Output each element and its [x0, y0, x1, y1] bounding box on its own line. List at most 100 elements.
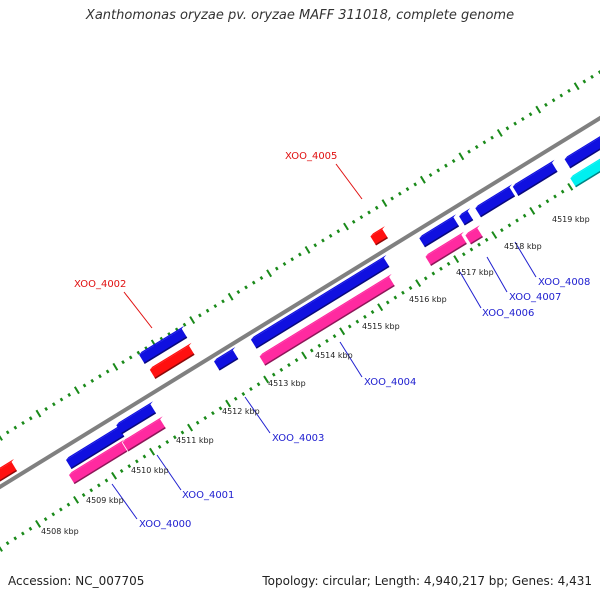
gene-shadow-edge	[464, 218, 474, 226]
gene-shadow-edge	[121, 412, 157, 435]
minor-tick	[251, 280, 256, 285]
minor-tick	[128, 355, 133, 360]
gene-glyph-unnamed[interactable]	[570, 154, 600, 188]
minor-tick	[370, 310, 375, 315]
gene-glyph-xoo-4005[interactable]	[370, 226, 388, 246]
gene-glyph-unnamed[interactable]	[564, 133, 600, 169]
minor-tick	[195, 420, 200, 425]
minor-tick	[544, 102, 548, 107]
gene-glyph-xoo-4000[interactable]	[69, 439, 128, 485]
major-tick	[112, 362, 119, 371]
gene-label-xoo-4006[interactable]: XOO_4006	[482, 308, 534, 319]
gene-glyph-xoo-4002[interactable]	[139, 325, 188, 364]
minor-tick	[446, 261, 451, 266]
gene-label-xoo-4004[interactable]: XOO_4004	[364, 377, 416, 388]
minor-tick	[313, 243, 318, 248]
minor-tick	[477, 242, 481, 247]
minor-tick	[317, 343, 322, 348]
gene-shadow-edge	[264, 284, 395, 366]
major-tick	[453, 255, 460, 264]
gene-top-face	[465, 225, 480, 236]
gene-top-face	[0, 458, 14, 469]
major-tick	[111, 471, 118, 480]
minor-tick	[522, 213, 527, 218]
gene-top-face	[459, 208, 471, 217]
scale-label: 4515 kbp	[362, 322, 400, 331]
gene-label-xoo-4000[interactable]: XOO_4000	[139, 519, 191, 530]
gene-label-xoo-4003[interactable]: XOO_4003	[272, 433, 324, 444]
topology-text: Topology: circular; Length: 4,940,217 bp…	[262, 574, 592, 588]
minor-tick	[397, 191, 402, 196]
minor-tick	[82, 383, 87, 388]
minor-tick	[127, 464, 132, 469]
minor-tick	[136, 350, 141, 355]
gene-top-face	[149, 342, 192, 370]
gene-features	[0, 133, 600, 485]
minor-tick	[44, 406, 49, 411]
gene-front-face	[122, 419, 166, 451]
gene-glyph-xoo-4003[interactable]	[250, 254, 390, 349]
leader-xoo-4006	[459, 271, 482, 309]
gene-glyph-xoo-4004[interactable]	[259, 273, 395, 366]
major-tick	[263, 375, 270, 384]
gene-glyph-unnamed[interactable]	[512, 159, 558, 196]
gene-labels: XOO_4000 XOO_4001 XOO_4002 XOO_4003 XOO_…	[74, 151, 590, 530]
gene-shadow-edge	[0, 469, 18, 482]
gene-front-face	[139, 328, 187, 364]
gene-glyph-unnamed[interactable]	[0, 458, 18, 484]
minor-tick	[241, 391, 246, 396]
minor-tick	[560, 189, 565, 194]
gene-label-xoo-4008[interactable]: XOO_4008	[538, 277, 590, 288]
gene-shadow-edge	[480, 195, 516, 218]
gene-label-xoo-4007[interactable]: XOO_4007	[509, 292, 561, 303]
major-tick	[0, 546, 3, 552]
minor-tick	[374, 205, 379, 210]
minor-tick	[81, 493, 86, 498]
gene-top-face	[512, 159, 555, 187]
minor-tick	[180, 430, 185, 435]
gene-label-xoo-4005[interactable]: XOO_4005	[285, 151, 337, 162]
minor-tick	[5, 541, 10, 546]
minor-tick	[499, 228, 504, 233]
minor-tick	[515, 218, 519, 223]
gene-glyph-unnamed[interactable]	[475, 184, 516, 218]
major-tick	[458, 152, 465, 161]
major-tick	[35, 409, 42, 418]
minor-tick	[528, 112, 533, 117]
minor-tick	[59, 397, 64, 402]
gene-glyph-unnamed[interactable]	[419, 214, 460, 248]
minor-tick	[43, 517, 48, 522]
gene-glyph-xoo-4002[interactable]	[149, 342, 195, 379]
gene-label-xoo-4002[interactable]: XOO_4002	[74, 279, 126, 290]
gene-glyph-xoo-4001[interactable]	[116, 401, 157, 435]
gene-glyph-xoo-4000[interactable]	[66, 424, 125, 470]
gene-shadow-edge	[569, 148, 600, 169]
minor-tick	[290, 257, 295, 262]
major-tick	[381, 199, 388, 208]
gene-front-face	[250, 257, 390, 349]
minor-tick	[537, 204, 542, 209]
gene-glyph-xoo-4001[interactable]	[122, 416, 166, 452]
gene-label-xoo-4001[interactable]: XOO_4001	[182, 490, 234, 501]
gene-front-face	[465, 228, 483, 244]
scale-label: 4510 kbp	[131, 466, 169, 475]
minor-tick	[484, 237, 489, 242]
gene-glyph-xoo-4007[interactable]	[459, 208, 474, 226]
minor-tick	[321, 238, 325, 243]
minor-tick	[297, 252, 302, 257]
major-tick	[377, 303, 384, 312]
gene-glyph-xoo-4006[interactable]	[425, 231, 467, 266]
gene-top-face	[116, 401, 153, 426]
gene-glyph-xoo-4007[interactable]	[465, 225, 483, 245]
minor-tick	[490, 135, 494, 140]
minor-tick	[142, 454, 147, 459]
minor-tick	[66, 502, 71, 507]
minor-tick	[505, 126, 510, 131]
minor-tick	[363, 314, 367, 319]
minor-tick	[336, 229, 341, 234]
minor-tick	[385, 300, 390, 305]
gene-glyph-unnamed[interactable]	[214, 347, 239, 371]
gene-front-face	[370, 229, 388, 245]
scale-label: 4511 kbp	[176, 436, 214, 445]
gene-front-face	[564, 137, 600, 168]
